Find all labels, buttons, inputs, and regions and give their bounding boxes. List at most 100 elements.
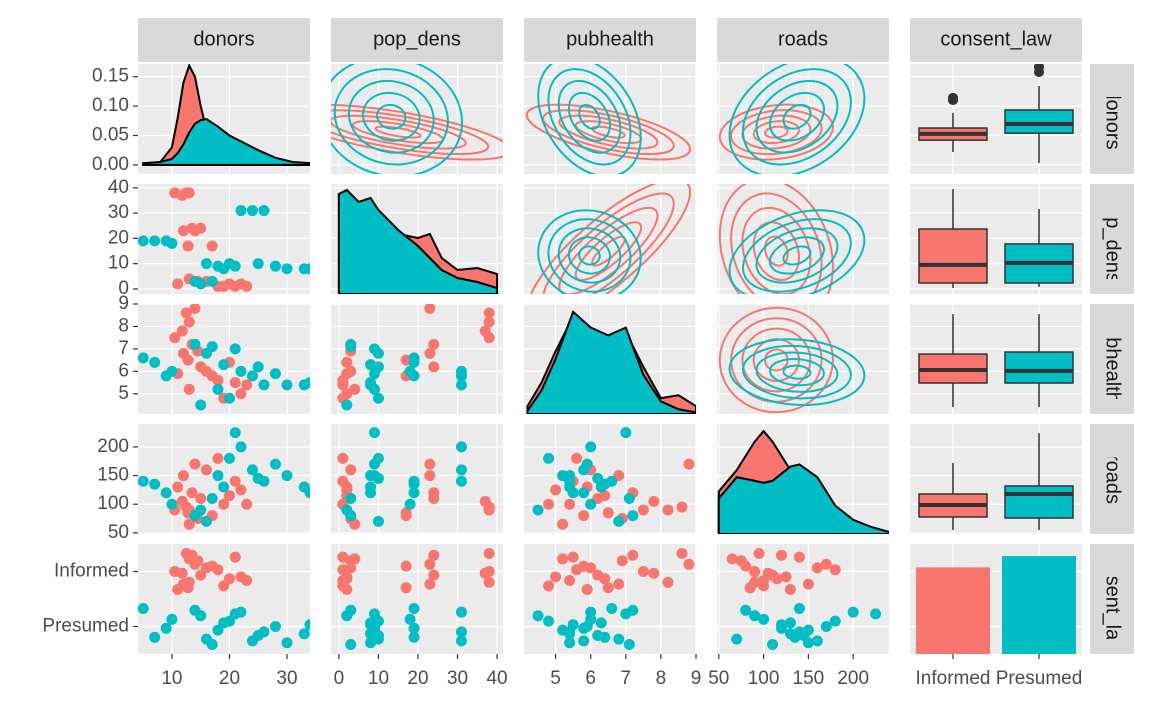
density-contour: [331, 64, 464, 174]
y-tick-label: 30: [108, 202, 129, 223]
panel: [524, 544, 696, 654]
strip-text: roads: [1102, 454, 1124, 504]
point: [557, 553, 569, 565]
density-contour: [542, 192, 675, 294]
point: [229, 343, 241, 355]
strip-text: consent_law: [1102, 543, 1124, 655]
point: [166, 613, 178, 625]
point: [404, 613, 416, 625]
point: [229, 475, 241, 487]
point: [298, 628, 310, 640]
point: [564, 637, 576, 649]
point: [662, 576, 674, 588]
panel: [524, 184, 696, 294]
point: [595, 617, 607, 629]
point: [186, 487, 198, 499]
point: [798, 630, 810, 641]
point: [218, 263, 230, 275]
outlier: [1034, 67, 1044, 78]
density-contour: [537, 209, 642, 294]
point: [620, 608, 632, 620]
point: [235, 205, 247, 217]
point: [735, 555, 747, 567]
point: [749, 566, 761, 577]
point: [793, 551, 805, 563]
x-tick-label: 10: [368, 668, 389, 689]
point: [424, 347, 436, 359]
point: [345, 555, 357, 567]
y-tick-label: 0.00: [92, 154, 129, 175]
point: [182, 240, 194, 252]
density-contour: [376, 103, 407, 130]
y-tick-label: 0.05: [92, 125, 129, 146]
x-tick-label: 30: [276, 668, 297, 689]
point: [206, 275, 218, 287]
point: [543, 580, 555, 592]
point: [206, 639, 218, 650]
point: [599, 573, 611, 585]
point: [683, 458, 695, 470]
point: [304, 263, 310, 275]
point: [189, 458, 201, 470]
point: [676, 548, 688, 559]
point: [400, 507, 412, 519]
point: [365, 487, 377, 499]
point: [483, 307, 495, 319]
panel: [910, 184, 1082, 294]
point: [372, 515, 384, 527]
point: [189, 338, 201, 350]
density-contour: [542, 109, 675, 156]
point: [780, 571, 792, 583]
y-tick-label: 20: [108, 227, 129, 248]
density-area: [717, 463, 889, 534]
point: [223, 490, 235, 502]
density-contour: [768, 236, 825, 275]
point: [571, 564, 583, 576]
density-contour: [752, 120, 800, 145]
point: [176, 325, 188, 337]
point: [532, 504, 544, 516]
point: [189, 304, 201, 314]
point: [195, 222, 207, 234]
point: [172, 584, 184, 595]
point: [200, 562, 212, 574]
density-contour: [333, 68, 449, 166]
point: [258, 379, 270, 391]
point: [400, 560, 412, 572]
panel: [910, 424, 1082, 534]
panel: [138, 184, 310, 294]
point: [337, 564, 349, 576]
point: [218, 359, 230, 371]
density-contour: [718, 103, 834, 161]
point: [455, 606, 467, 618]
point: [581, 584, 593, 595]
point: [195, 278, 207, 290]
point: [726, 553, 738, 565]
point: [368, 458, 380, 470]
point: [483, 332, 495, 344]
panel: [331, 304, 503, 414]
point: [341, 584, 353, 595]
bar: [916, 567, 990, 654]
density-contour: [755, 351, 839, 393]
density-contour: [578, 103, 601, 130]
x-tick-label: 100: [748, 668, 780, 689]
point: [616, 555, 628, 567]
point: [455, 635, 467, 647]
x-tick-label: 5: [550, 668, 561, 689]
point: [169, 332, 181, 344]
point: [550, 484, 562, 496]
point: [424, 558, 436, 570]
point: [206, 240, 218, 252]
point: [229, 377, 241, 389]
panel: [524, 64, 696, 174]
bar: [1002, 556, 1076, 654]
strip: [331, 18, 503, 62]
point: [455, 379, 467, 391]
panel: [910, 544, 1082, 654]
density-contour: [782, 245, 812, 266]
x-tick-label: 9: [691, 668, 702, 689]
point: [258, 205, 270, 217]
panel: [717, 184, 889, 294]
